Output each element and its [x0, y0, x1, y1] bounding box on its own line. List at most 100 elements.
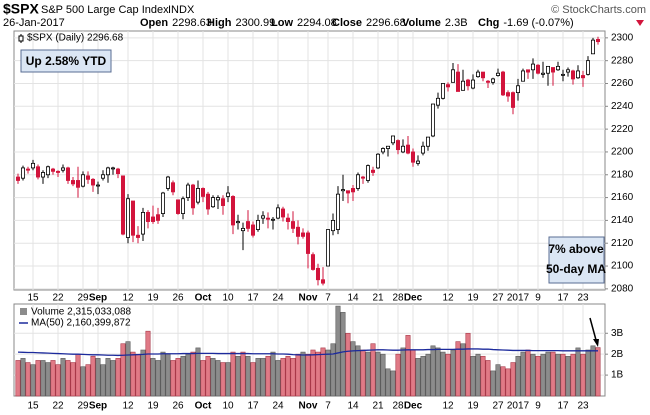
volume-bar [130, 351, 136, 397]
price-legend: $SPX (Daily) 2296.68 [18, 33, 124, 44]
candle-body [405, 144, 410, 154]
candle-body [190, 184, 195, 209]
candle-body [320, 279, 325, 284]
candle-body [210, 197, 215, 208]
x-tick-label: 19 [467, 401, 479, 412]
plot-layer: 2080 2100 2120 2140 2160 2180 2200 2220 2240 2260… [14, 31, 634, 412]
candle-body [510, 92, 515, 108]
x-tick-label: 24 [272, 401, 284, 412]
candle-body [20, 167, 25, 179]
volume-bar [145, 330, 151, 397]
volume-bar [250, 362, 256, 397]
candle-body [516, 85, 521, 94]
candle-body [370, 169, 375, 173]
x-tick-label: 27 [492, 293, 504, 304]
candle-body [360, 176, 365, 179]
arrow-head [593, 339, 599, 347]
x-tick-label: 9 [535, 293, 541, 304]
date: 26-Jan-2017 [3, 17, 65, 29]
candle-body [205, 193, 210, 210]
y-tick-label: 2180 [611, 169, 634, 180]
volume-bar [235, 355, 241, 397]
volume-bar [345, 332, 351, 397]
candle-body [96, 184, 101, 187]
volume-bar [180, 355, 186, 397]
x-tick-label: 22 [52, 401, 64, 412]
volume-bar [370, 343, 376, 397]
volume-bar [530, 353, 536, 397]
candle-body [410, 151, 415, 163]
candle-body [385, 145, 390, 149]
candle-body [380, 148, 385, 153]
volume-bar [140, 349, 146, 397]
candle-body [485, 80, 490, 83]
x-tick-label: 15 [27, 293, 39, 304]
candle-body [235, 221, 240, 224]
x-tick-label: 22 [52, 293, 64, 304]
candle-body [475, 71, 480, 78]
x-tick-label: 9 [535, 401, 541, 412]
x-tick-label: Nov [299, 401, 318, 412]
x-tick-label: 27 [492, 401, 504, 412]
candle-body [420, 145, 425, 154]
volume-bar [290, 358, 296, 397]
x-tick-label: 10 [222, 293, 234, 304]
legend-label: MA(50) 2,160,399,872 [31, 318, 131, 329]
volume-bar [425, 353, 431, 397]
volume-bar [320, 347, 326, 397]
legend-candle [18, 35, 24, 42]
price-frame [13, 30, 606, 291]
volume-bar [400, 347, 406, 397]
volume-bar [210, 358, 216, 397]
candle-body [571, 70, 576, 80]
volume-bar [175, 358, 181, 397]
candle-body [551, 67, 556, 73]
y-tick-label: 2220 [611, 124, 634, 135]
quote-label: High [207, 17, 232, 29]
symbol: $SPX [3, 1, 39, 17]
candle-body [576, 70, 581, 79]
candle-body [300, 232, 305, 237]
candle-body [390, 135, 395, 144]
annotation-box [548, 236, 605, 284]
x-tick-label: 21 [372, 293, 384, 304]
volume-bar [455, 341, 461, 397]
volume-bar [415, 358, 421, 397]
volume-bar [360, 349, 366, 397]
candle-body [41, 172, 46, 178]
volume-bar [490, 370, 496, 397]
candle-body [450, 69, 455, 83]
volume-bar [565, 355, 571, 397]
volume-bar [535, 355, 541, 397]
volume-bar [60, 358, 66, 397]
volume-bar [520, 351, 526, 397]
candle-body [180, 198, 185, 214]
volume-bar [160, 351, 166, 397]
volume-bar [165, 353, 171, 397]
candle-body [536, 64, 541, 74]
candle-body [160, 192, 165, 214]
candle-body [116, 168, 121, 175]
y-tick-label: 2300 [611, 32, 634, 43]
candle-body [255, 220, 260, 230]
volume-bar [435, 347, 441, 397]
y-tick-label: 2120 [611, 238, 634, 249]
volume-bar [335, 305, 341, 397]
y-tick-label: 2160 [611, 192, 634, 203]
x-tick-label: Sep [89, 293, 107, 304]
volume-bar [50, 360, 56, 397]
candle-body [230, 196, 235, 226]
candle-body [480, 71, 485, 79]
volume-bar [580, 353, 586, 397]
x-tick-label: 15 [27, 401, 39, 412]
volume-bar [505, 368, 511, 397]
volume-bar [515, 355, 521, 397]
volume-bar [70, 362, 76, 397]
candle-body [71, 180, 76, 185]
x-tick-label: 14 [347, 293, 359, 304]
candle-body [51, 168, 56, 172]
quote-value: 2.3B [445, 17, 468, 29]
x-tick-label: 28 [392, 293, 404, 304]
candle-body [275, 207, 280, 219]
